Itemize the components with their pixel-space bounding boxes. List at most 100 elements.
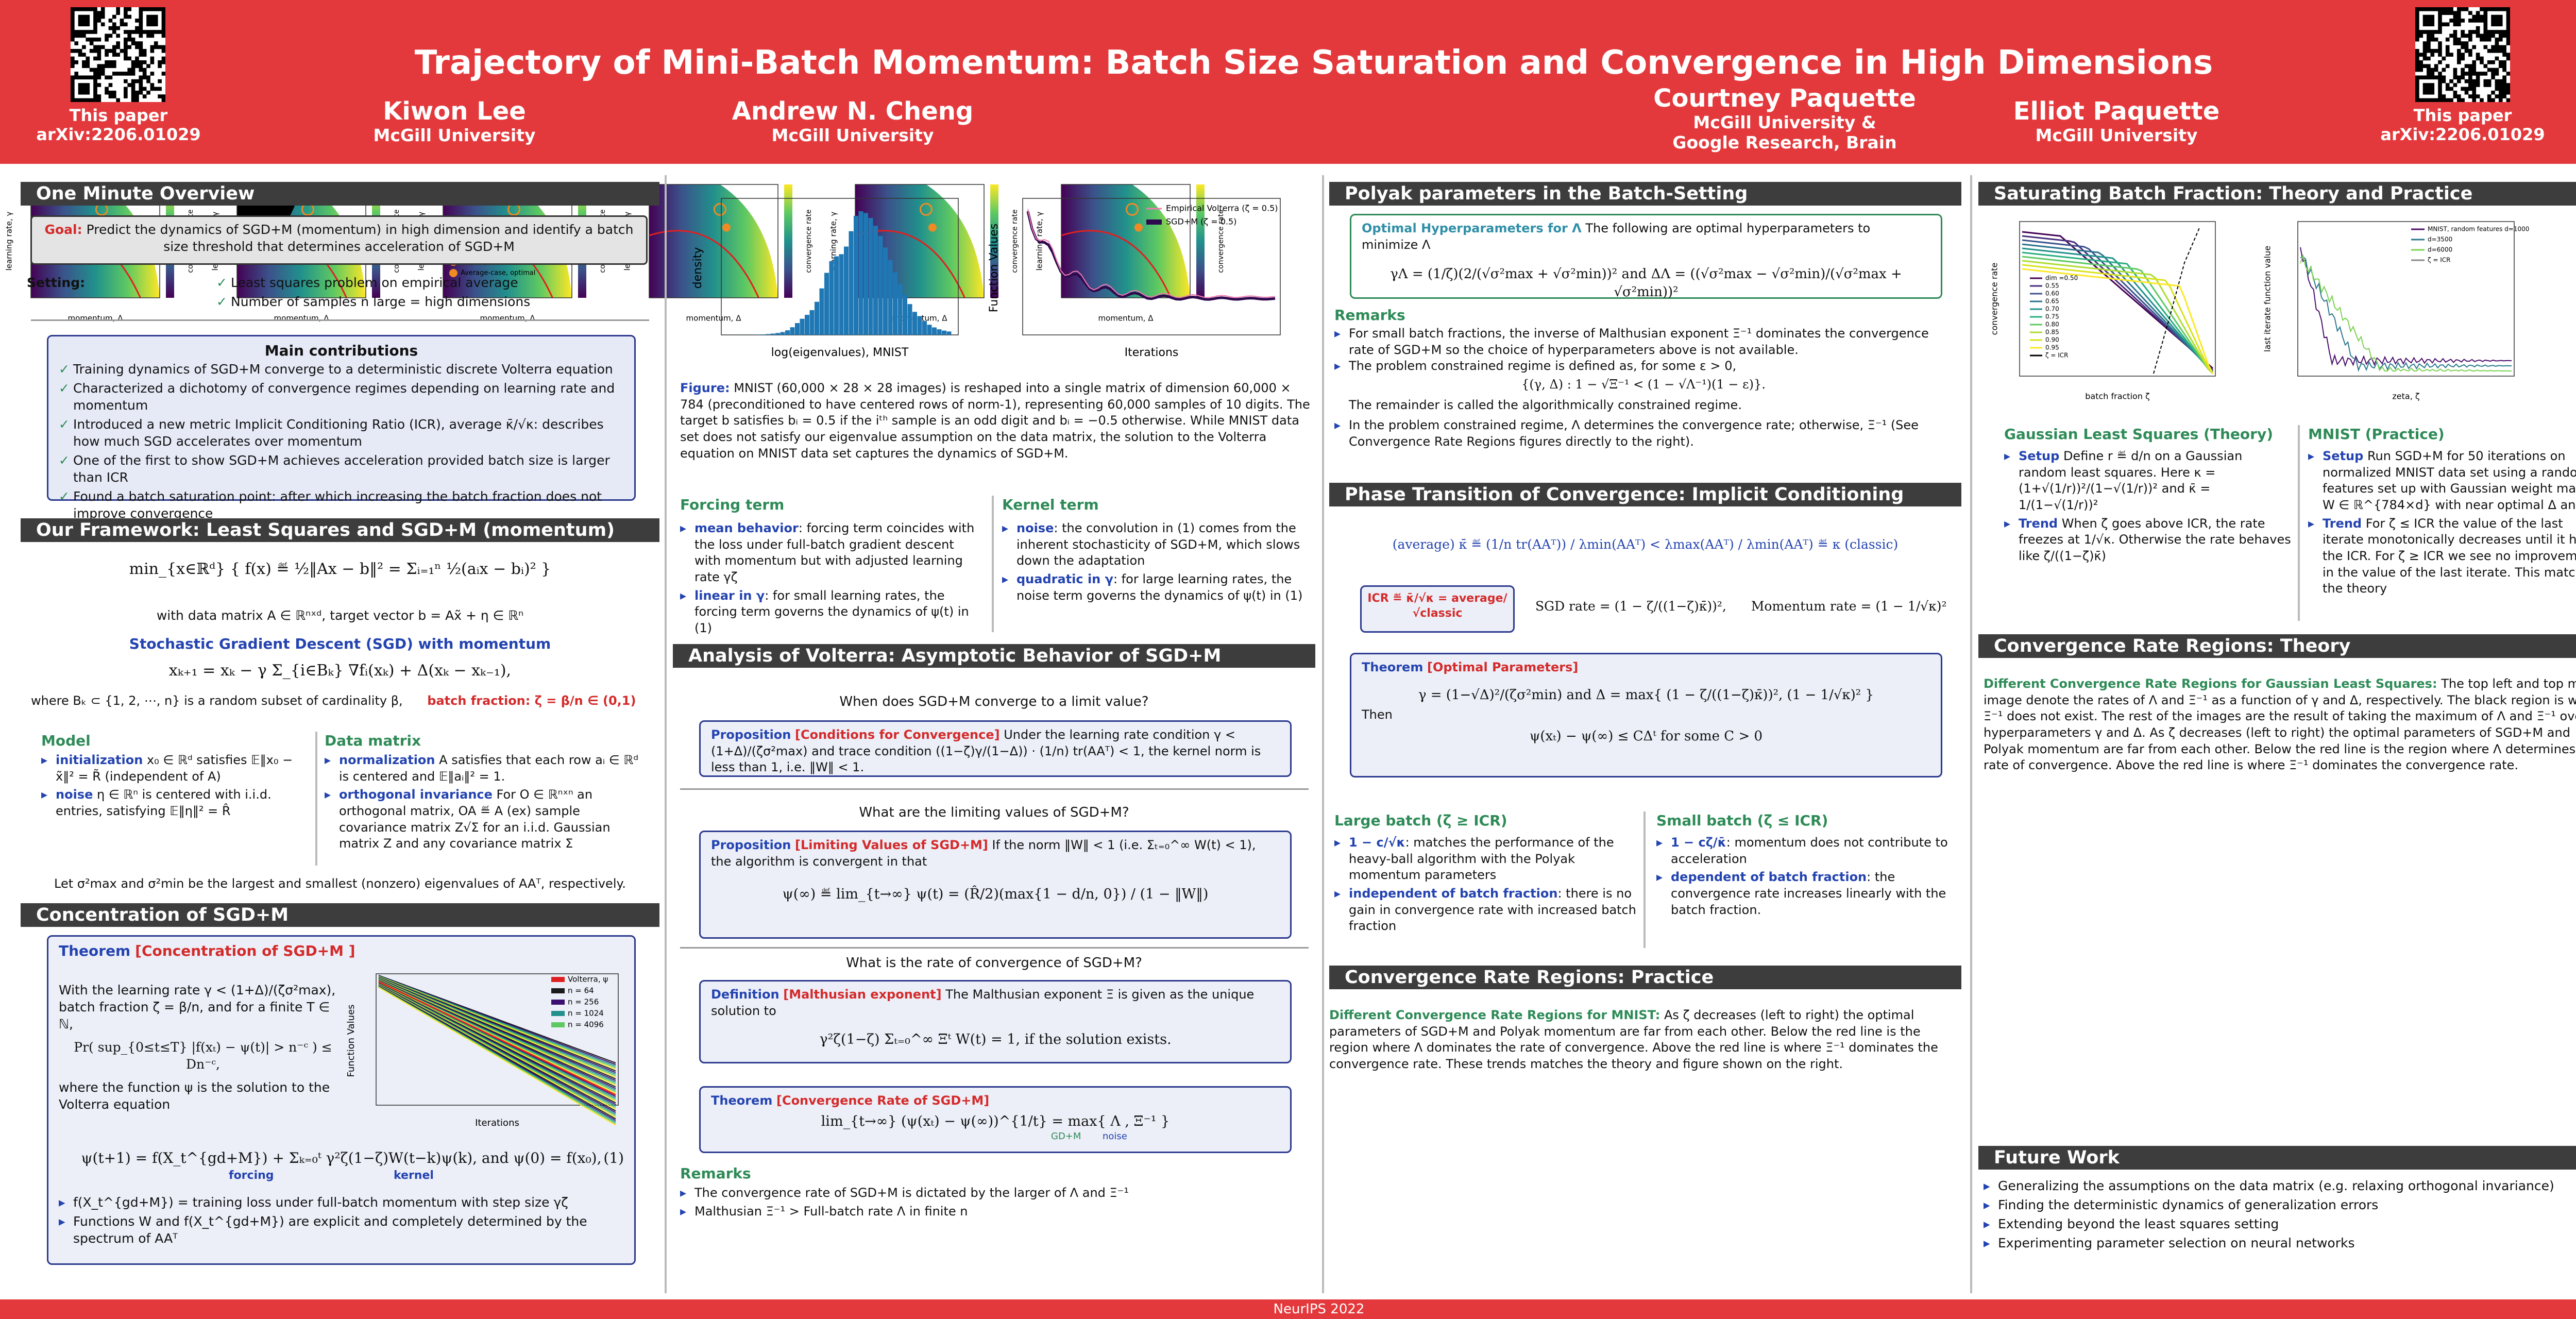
footer: NeurIPS 2022 bbox=[0, 1299, 2576, 1319]
qr-module bbox=[2502, 7, 2506, 11]
qr-module bbox=[2502, 79, 2506, 83]
divider bbox=[680, 788, 1309, 790]
qr-module bbox=[2438, 60, 2442, 64]
list-item: normalization A satisfies that each row … bbox=[325, 752, 649, 785]
histogram-bar bbox=[819, 288, 824, 335]
qr-module bbox=[139, 19, 143, 23]
qr-module bbox=[2442, 11, 2446, 15]
small-batch-list: 1 − cζ/κ̄: momentum does not contribute … bbox=[1656, 835, 1955, 920]
qr-module bbox=[2427, 33, 2431, 38]
qr-module bbox=[89, 48, 94, 53]
qr-module bbox=[2487, 79, 2492, 83]
axes-frame bbox=[2019, 221, 2216, 377]
qr-module bbox=[82, 90, 86, 95]
qr-module bbox=[2468, 30, 2472, 34]
histogram-bar bbox=[858, 211, 863, 335]
qr-module bbox=[2506, 98, 2510, 102]
qr-module bbox=[2461, 67, 2465, 72]
qr-module bbox=[86, 75, 90, 80]
author-affiliation: Google Research, Brain bbox=[1672, 132, 1897, 153]
question: What are the limiting values of SGD+M? bbox=[859, 805, 1129, 820]
definition-label: Definition bbox=[711, 987, 779, 1002]
qr-module bbox=[2430, 67, 2435, 72]
qr-module bbox=[2483, 79, 2488, 83]
qr-module bbox=[2464, 64, 2469, 69]
qr-module bbox=[100, 72, 105, 76]
qr-module bbox=[146, 33, 150, 38]
qr-module bbox=[2438, 48, 2442, 53]
qr-module bbox=[2415, 30, 2419, 34]
qr-module bbox=[2445, 45, 2450, 49]
qr-module bbox=[2495, 79, 2499, 83]
polyak-marker bbox=[714, 202, 726, 216]
qr-module bbox=[2476, 53, 2480, 57]
qr-module bbox=[2495, 56, 2499, 61]
figure-text: Iterations bbox=[1125, 346, 1179, 359]
qr-module bbox=[2502, 48, 2506, 53]
qr-module bbox=[2422, 14, 2427, 19]
qr-module bbox=[142, 48, 147, 53]
qr-module bbox=[2419, 30, 2424, 34]
qr-module bbox=[135, 90, 139, 95]
qr-module bbox=[2449, 11, 2453, 15]
theorem-notes: f(X_t^{gd+M}) = training loss under full… bbox=[59, 1194, 624, 1247]
qr-module bbox=[2453, 14, 2458, 19]
qr-module bbox=[2419, 33, 2424, 38]
qr-module bbox=[2415, 22, 2419, 27]
qr-module bbox=[2427, 19, 2431, 23]
qr-module bbox=[93, 48, 97, 53]
qr-module bbox=[2506, 14, 2510, 19]
figure-text: n = 4096 bbox=[568, 1020, 604, 1029]
qr-module bbox=[2453, 19, 2458, 23]
qr-module bbox=[2502, 64, 2506, 69]
item-text: For O ∈ ℝⁿˣⁿ an orthogonal matrix, OA ≝ … bbox=[339, 787, 611, 851]
theorem-name: [Convergence Rate of SGD+M] bbox=[776, 1093, 990, 1108]
qr-module bbox=[2468, 72, 2472, 76]
item-text: : matches the performance of the heavy-b… bbox=[1349, 835, 1614, 883]
figure-text: density bbox=[691, 247, 704, 289]
author: Elliot Paquette McGill University bbox=[1936, 98, 2297, 145]
qr-module bbox=[116, 11, 120, 15]
qr-module bbox=[2506, 33, 2510, 38]
qr-module bbox=[2445, 48, 2450, 53]
boundary-line bbox=[1061, 230, 1172, 298]
qr-module bbox=[2430, 90, 2435, 95]
item-term: Setup bbox=[2323, 449, 2364, 463]
qr-module bbox=[2491, 22, 2495, 27]
qr-module bbox=[2422, 45, 2427, 49]
author-affiliation: McGill University & bbox=[1693, 112, 1876, 132]
qr-module bbox=[2430, 30, 2435, 34]
rate-bound: ψ(xₜ) − ψ(∞) ≤ CΔᵗ for some C > 0 bbox=[1529, 728, 1763, 744]
rate-formulas: SGD rate = (1 − ζ/((1−ζ)κ̄))², Momentum … bbox=[1535, 598, 1947, 615]
qr-module bbox=[120, 19, 124, 23]
qr-module bbox=[2430, 14, 2435, 19]
theorem-name: [Concentration of SGD+M ] bbox=[135, 942, 355, 959]
qr-module bbox=[2468, 33, 2472, 38]
qr-module bbox=[2415, 75, 2419, 80]
qr-module bbox=[2495, 22, 2499, 27]
qr-module bbox=[124, 53, 128, 57]
qr-module bbox=[112, 53, 116, 57]
qr-module bbox=[161, 60, 165, 64]
figure: Function Values Iterations Empirical Volte… bbox=[988, 198, 1281, 359]
qr-module bbox=[2498, 48, 2503, 53]
qr-module bbox=[71, 30, 75, 34]
histogram-bar bbox=[770, 333, 775, 335]
qr-module bbox=[2491, 72, 2495, 76]
kernel-list: noise: the convolution in (1) comes from… bbox=[1002, 520, 1311, 606]
qr-module bbox=[2468, 67, 2472, 72]
qr-module bbox=[2506, 11, 2510, 15]
item-term: linear in γ bbox=[694, 588, 765, 603]
optimal-formula: γ = (1−√Δ)²/(ζσ²min) and Δ = max{ (1 − ζ… bbox=[1418, 687, 1874, 703]
qr-module bbox=[2438, 98, 2442, 102]
qr-module bbox=[108, 64, 113, 69]
author: Kiwon Lee McGill University bbox=[274, 98, 635, 145]
figure-text: n = 1024 bbox=[568, 1009, 604, 1018]
qr-module bbox=[86, 87, 90, 91]
qr-module bbox=[97, 56, 101, 61]
qr-module bbox=[2506, 53, 2510, 57]
figure-text: 0.90 bbox=[2045, 336, 2059, 344]
qr-module bbox=[2438, 75, 2442, 80]
qr-module bbox=[2453, 30, 2458, 34]
